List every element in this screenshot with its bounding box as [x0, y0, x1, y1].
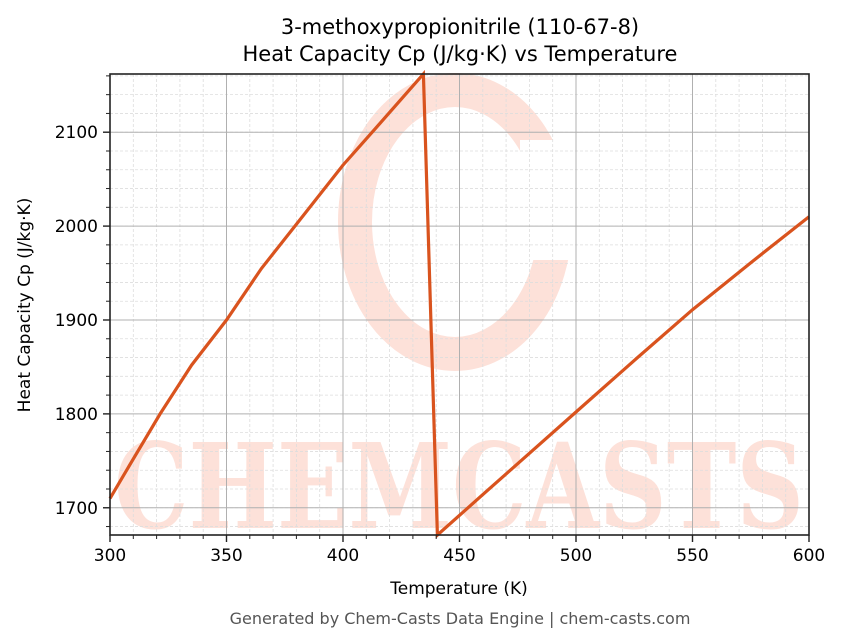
- y-axis-tick-labels: 1700 1800 1900 2000 2100: [55, 123, 98, 519]
- chart-title: 3-methoxypropionitrile (110-67-8): [281, 15, 639, 39]
- chart-subtitle: Heat Capacity Cp (J/kg·K) vs Temperature: [243, 42, 678, 66]
- x-tick-label: 350: [210, 546, 242, 566]
- major-gridlines: [109, 74, 810, 535]
- y-tick-label: 1800: [55, 405, 98, 425]
- data-series: [108, 69, 810, 539]
- x-tick-label: 400: [327, 546, 359, 566]
- axis-ticks: [103, 75, 810, 542]
- x-tick-label: 600: [793, 546, 825, 566]
- x-tick-label: 500: [560, 546, 592, 566]
- y-tick-label: 1900: [55, 311, 98, 331]
- footer-credit: Generated by Chem-Casts Data Engine | ch…: [230, 609, 691, 628]
- x-axis-tick-labels: 300 350 400 450 500 550 600: [94, 546, 825, 566]
- plot-area: CHEMCASTS: [103, 69, 810, 556]
- y-tick-label: 1700: [55, 499, 98, 519]
- x-tick-label: 450: [443, 546, 475, 566]
- series-line: [108, 69, 810, 539]
- x-axis-label: Temperature (K): [389, 579, 528, 599]
- x-tick-label: 550: [676, 546, 708, 566]
- y-tick-label: 2000: [55, 217, 98, 237]
- y-tick-label: 2100: [55, 123, 98, 143]
- x-tick-label: 300: [94, 546, 126, 566]
- y-axis-label: Heat Capacity Cp (J/kg·K): [15, 198, 35, 413]
